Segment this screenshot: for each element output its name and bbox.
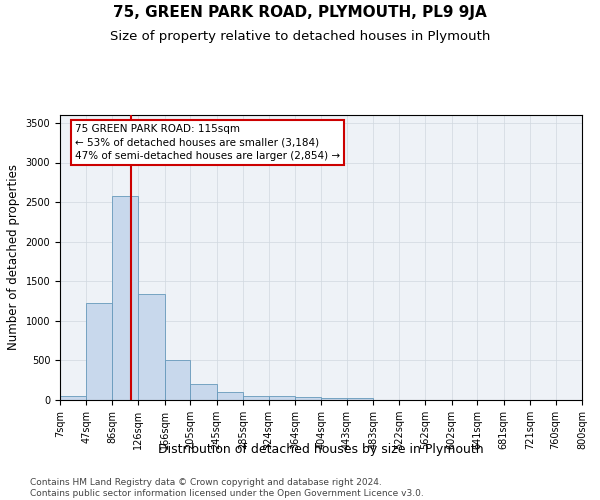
Bar — [164, 360, 190, 400]
Bar — [243, 396, 269, 400]
Bar — [269, 396, 295, 400]
Y-axis label: Number of detached properties: Number of detached properties — [7, 164, 20, 350]
Text: Size of property relative to detached houses in Plymouth: Size of property relative to detached ho… — [110, 30, 490, 43]
Text: Distribution of detached houses by size in Plymouth: Distribution of detached houses by size … — [158, 442, 484, 456]
Bar — [295, 397, 322, 400]
Bar — [190, 384, 217, 400]
Bar — [86, 302, 112, 400]
Bar — [139, 294, 164, 400]
Text: 75, GREEN PARK ROAD, PLYMOUTH, PL9 9JA: 75, GREEN PARK ROAD, PLYMOUTH, PL9 9JA — [113, 5, 487, 20]
Bar — [347, 398, 373, 400]
Bar — [322, 398, 347, 400]
Bar — [112, 196, 139, 400]
Text: Contains HM Land Registry data © Crown copyright and database right 2024.
Contai: Contains HM Land Registry data © Crown c… — [30, 478, 424, 498]
Bar — [217, 392, 243, 400]
Bar — [60, 396, 86, 400]
Text: 75 GREEN PARK ROAD: 115sqm
← 53% of detached houses are smaller (3,184)
47% of s: 75 GREEN PARK ROAD: 115sqm ← 53% of deta… — [75, 124, 340, 161]
